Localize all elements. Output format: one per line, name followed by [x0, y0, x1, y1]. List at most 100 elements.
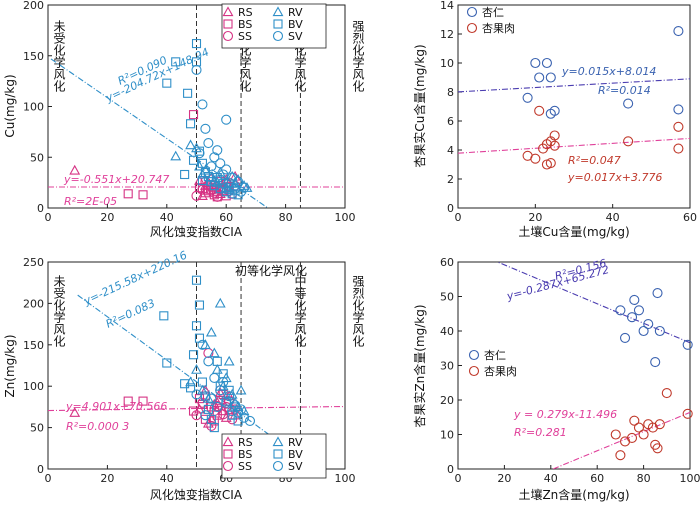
- x-tick-label: 60: [219, 211, 233, 224]
- data-point: [639, 430, 648, 439]
- y-tick-label: 200: [23, 297, 44, 310]
- y-tick-label: 0: [447, 202, 454, 215]
- x-tick-label: 60: [683, 211, 697, 224]
- data-point: [628, 313, 637, 322]
- legend-label: SS: [238, 460, 252, 473]
- x-tick-label: 20: [100, 211, 114, 224]
- y-tick-label: 30: [440, 360, 454, 373]
- data-point: [674, 144, 683, 153]
- data-point: [653, 289, 662, 298]
- data-point: [222, 165, 231, 174]
- zone-label-intense: 强烈化学风化: [351, 275, 365, 348]
- zone-label-unweathered: 未受化学风化: [52, 275, 66, 348]
- data-point: [662, 389, 671, 398]
- legend-marker: [470, 351, 479, 360]
- x-tick-label: 40: [606, 211, 620, 224]
- x-axis-label: 风化蚀变指数CIA: [150, 487, 243, 502]
- data-point: [523, 93, 532, 102]
- y-tick-label: 250: [23, 256, 44, 269]
- data-point: [616, 306, 625, 315]
- data-point: [222, 115, 231, 124]
- x-tick-label: 80: [279, 211, 293, 224]
- x-tick-label: 40: [160, 472, 174, 485]
- data-point: [611, 430, 620, 439]
- y-tick-label: 14: [440, 0, 454, 12]
- data-point: [163, 79, 171, 87]
- x-tick-label: 0: [45, 472, 52, 485]
- y-tick-label: 0: [37, 202, 44, 215]
- annotation-eq-pink: y=4.901x+70.566: [65, 400, 167, 413]
- data-point: [204, 139, 213, 148]
- x-axis-label: 土壤Zn含量(mg/kg): [518, 487, 629, 502]
- x-tick-label: 20: [100, 472, 114, 485]
- y-axis-label: 杏果实Cu含量(mg/kg): [412, 44, 427, 167]
- y-tick-label: 60: [440, 256, 454, 269]
- data-point: [535, 73, 544, 82]
- data-point: [655, 327, 664, 336]
- legend-label: 杏仁: [482, 6, 504, 19]
- x-tick-label: 20: [497, 472, 511, 485]
- legend-marker: [468, 8, 477, 17]
- data-point: [624, 99, 633, 108]
- y-tick-label: 12: [440, 28, 454, 41]
- data-point: [630, 295, 639, 304]
- y-tick-label: 8: [447, 86, 454, 99]
- x-axis-label: 土壤Cu含量(mg/kg): [518, 224, 629, 239]
- panel-cu-cia: 未受化学风化 初等化学风化 中等化学风化 强烈化学风化 R²=0.090 y=-…: [3, 0, 365, 239]
- data-point: [186, 378, 195, 386]
- x-tick-label: 40: [544, 472, 558, 485]
- panel-fruit-cu: y=0.015x+8.014 R²=0.014 R²=0.047 y=0.017…: [412, 0, 697, 239]
- data-point: [187, 120, 195, 128]
- data-point: [160, 312, 168, 320]
- y-tick-label: 0: [37, 463, 44, 476]
- data-point: [674, 122, 683, 131]
- y-tick-label: 4: [447, 144, 454, 157]
- y-tick-label: 10: [440, 57, 454, 70]
- legend-label: SV: [288, 460, 303, 473]
- x-tick-label: 0: [455, 472, 462, 485]
- x-tick-label: 100: [680, 472, 700, 485]
- x-axis-label: 风化蚀变指数CIA: [150, 224, 243, 239]
- annotation-eq-blue: y=-215.58x+220.16: [81, 248, 189, 308]
- legend-label: 杏果肉: [482, 22, 515, 35]
- x-tick-label: 0: [45, 211, 52, 224]
- data-point: [674, 27, 683, 36]
- data-point: [198, 100, 207, 109]
- data-point: [616, 451, 625, 460]
- legend-marker: [468, 24, 477, 33]
- data-point: [651, 358, 660, 367]
- data-point: [210, 373, 219, 382]
- data-point: [139, 191, 147, 199]
- annotation-eq-pink: y=-0.551x+20.747: [63, 173, 169, 186]
- y-tick-label: 10: [440, 429, 454, 442]
- y-tick-label: 50: [30, 151, 44, 164]
- x-tick-label: 100: [335, 472, 356, 485]
- legend-label: SS: [238, 30, 252, 43]
- annotation-r2-pulp: R²=0.281: [514, 426, 567, 439]
- regression-line: [458, 79, 690, 92]
- data-point: [181, 171, 189, 179]
- y-tick-label: 50: [440, 291, 454, 304]
- annotation-r2-blue: R²=0.083: [104, 297, 157, 331]
- y-tick-label: 50: [30, 422, 44, 435]
- annotation-eq-pulp: y=0.017x+3.776: [567, 171, 662, 184]
- y-tick-label: 40: [440, 325, 454, 338]
- zone-label-unweathered: 未受化学风化: [52, 20, 66, 93]
- data-point: [624, 137, 633, 146]
- data-point: [186, 141, 195, 149]
- annotation-eq-kernel: y=0.015x+8.014: [561, 65, 656, 78]
- y-axis-label: Cu(mg/kg): [3, 74, 17, 137]
- data-point: [213, 365, 222, 373]
- data-point: [124, 190, 132, 198]
- y-tick-label: 200: [23, 0, 44, 12]
- data-point: [621, 437, 630, 446]
- panel-fruit-zn: R²=0.156 y=-0.287x+65.272 y = 0.279x-11.…: [412, 255, 700, 502]
- annotation-eq-pulp: y = 0.279x-11.496: [513, 408, 617, 421]
- legend-marker: [470, 367, 479, 376]
- y-tick-label: 150: [23, 50, 44, 63]
